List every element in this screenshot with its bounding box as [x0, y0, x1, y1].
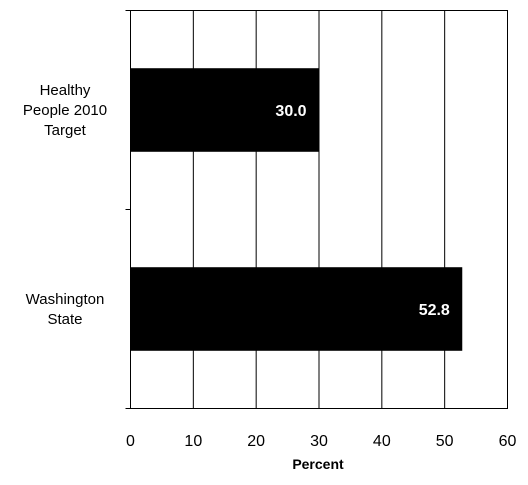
x-tick-label: 50: [436, 433, 454, 450]
category-label: Washington State: [26, 291, 105, 328]
bars: 30.0 52.8: [130, 68, 463, 351]
x-tick-label: 30: [310, 433, 328, 450]
x-tick-label: 40: [373, 433, 391, 450]
x-tick-label: 0: [126, 433, 135, 450]
x-axis-title: Percent: [292, 456, 344, 472]
data-label: 30.0: [275, 103, 306, 120]
category-labels: Healthy People 2010 Target Washington State: [23, 82, 107, 328]
x-tick-label: 20: [247, 433, 265, 450]
bar: [130, 267, 463, 351]
x-tick-label: 10: [184, 433, 202, 450]
x-tick-labels: 0 10 20 30 40 50 60: [126, 433, 516, 450]
data-label: 52.8: [419, 302, 450, 319]
category-label: Healthy People 2010 Target: [23, 82, 107, 139]
bar: [130, 68, 319, 152]
x-tick-label: 60: [499, 433, 517, 450]
category-axis: [125, 10, 131, 409]
